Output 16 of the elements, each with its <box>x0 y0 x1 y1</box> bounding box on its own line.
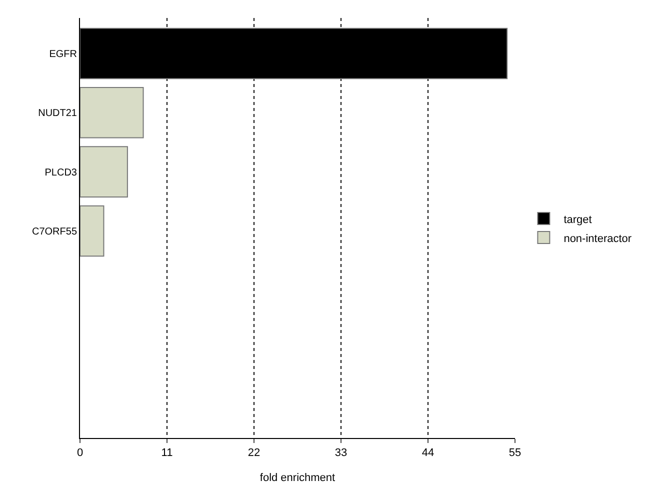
x-tick-label: 11 <box>161 447 173 460</box>
x-tick-label: 22 <box>248 447 260 460</box>
bar <box>80 205 104 257</box>
bar <box>80 146 128 198</box>
x-tick-label: 55 <box>508 447 522 460</box>
y-tick-label: EGFR <box>49 48 77 60</box>
x-tick-label: 0 <box>76 447 84 460</box>
y-tick-label: C7ORF55 <box>32 226 78 238</box>
bar <box>80 87 144 138</box>
legend-label: target <box>564 214 592 226</box>
y-tick-label: NUDT21 <box>38 108 78 120</box>
legend-label: non-interactor <box>564 232 632 245</box>
x-tick-label: 33 <box>334 447 348 460</box>
x-tick-label: 44 <box>422 447 434 460</box>
y-tick-label: PLCD3 <box>44 167 78 178</box>
x-axis-title: fold enrichment <box>260 472 336 484</box>
